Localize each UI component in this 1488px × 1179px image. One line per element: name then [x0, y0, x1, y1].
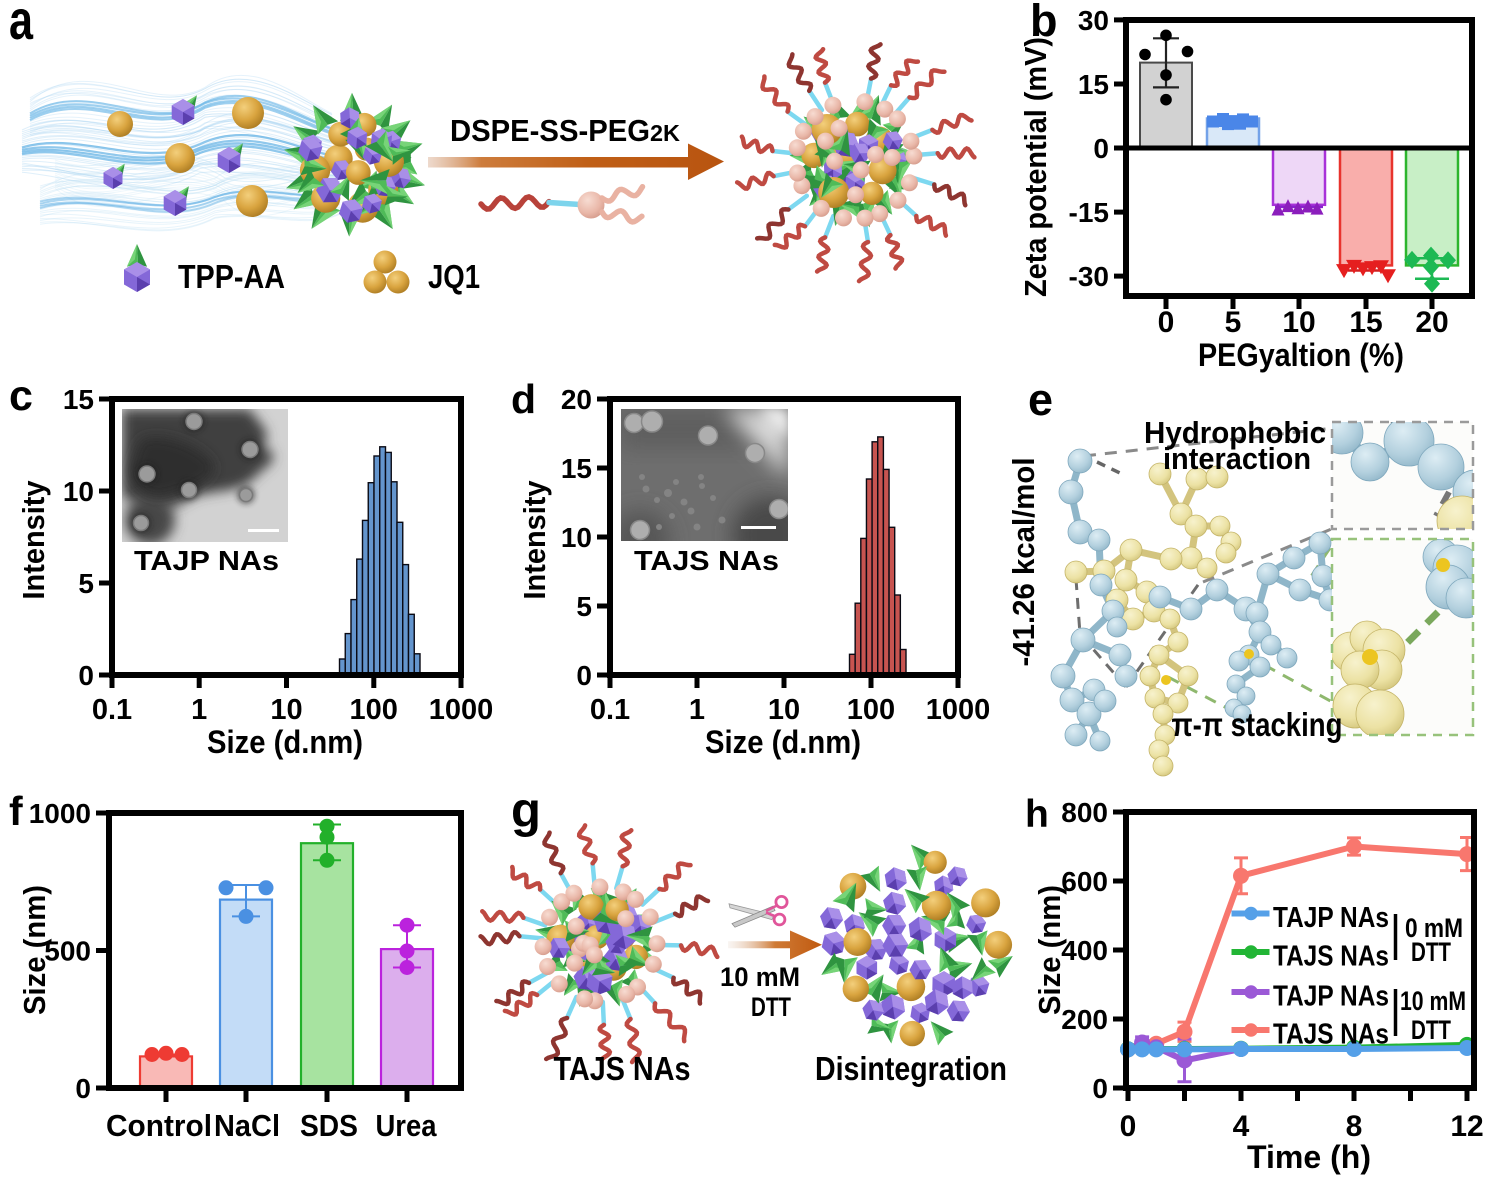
svg-text:10: 10 [768, 694, 800, 726]
svg-text:Zeta potential (mV): Zeta potential (mV) [1018, 37, 1053, 297]
svg-text:TAJS NAs: TAJS NAs [1273, 1019, 1389, 1051]
svg-text:interaction: interaction [1163, 441, 1311, 476]
svg-text:TAJS NAs: TAJS NAs [1273, 941, 1389, 973]
svg-text:b: b [1030, 0, 1058, 46]
svg-text:Intensity: Intensity [16, 480, 51, 600]
svg-text:10: 10 [1282, 306, 1315, 339]
svg-text:-15: -15 [1069, 197, 1109, 228]
svg-text:1: 1 [191, 694, 207, 726]
svg-text:5: 5 [78, 568, 94, 599]
svg-text:-41.26 kcal/mol: -41.26 kcal/mol [1006, 458, 1041, 667]
svg-text:TPP-AA: TPP-AA [178, 258, 285, 295]
svg-text:0: 0 [1093, 133, 1109, 164]
svg-text:JQ1: JQ1 [428, 258, 480, 295]
svg-text:0: 0 [75, 1073, 91, 1104]
svg-text:a: a [9, 0, 34, 51]
svg-text:Size (d.nm): Size (d.nm) [207, 724, 363, 760]
svg-text:0: 0 [1158, 306, 1175, 339]
svg-text:c: c [9, 372, 33, 420]
svg-text:0.1: 0.1 [92, 694, 132, 726]
svg-text:TAJS NAs: TAJS NAs [554, 1050, 691, 1087]
svg-text:20: 20 [561, 384, 592, 415]
svg-text:Size (nm): Size (nm) [1032, 885, 1067, 1015]
svg-text:Urea: Urea [376, 1108, 438, 1143]
svg-text:10 mM: 10 mM [1400, 986, 1466, 1016]
svg-text:15: 15 [561, 453, 592, 484]
svg-text:TAJP NAs: TAJP NAs [134, 545, 279, 576]
svg-text:1: 1 [689, 694, 705, 726]
svg-text:0: 0 [576, 660, 592, 691]
svg-text:1000: 1000 [926, 694, 991, 726]
svg-text:8: 8 [1346, 1110, 1363, 1143]
svg-text:DTT: DTT [1411, 937, 1451, 967]
svg-text:12: 12 [1450, 1110, 1483, 1143]
svg-text:Size (d.nm): Size (d.nm) [705, 724, 861, 760]
svg-text:5: 5 [576, 591, 592, 622]
svg-text:SDS: SDS [300, 1108, 358, 1143]
svg-text:10: 10 [270, 694, 302, 726]
svg-text:π-π stacking: π-π stacking [1172, 706, 1343, 743]
svg-text:100: 100 [350, 694, 398, 726]
svg-text:-30: -30 [1069, 261, 1109, 292]
svg-text:10: 10 [63, 476, 94, 507]
svg-text:TAJP NAs: TAJP NAs [1273, 902, 1389, 934]
svg-text:20: 20 [1415, 306, 1448, 339]
svg-text:1000: 1000 [29, 798, 91, 829]
svg-text:Hydrophobic: Hydrophobic [1144, 415, 1326, 450]
svg-text:0.1: 0.1 [590, 694, 630, 726]
svg-text:Time (h): Time (h) [1247, 1139, 1371, 1175]
svg-text:0: 0 [1120, 1110, 1137, 1143]
svg-text:TAJP NAs: TAJP NAs [1273, 981, 1389, 1013]
svg-text:Disintegration: Disintegration [815, 1050, 1007, 1087]
svg-text:0 mM: 0 mM [1405, 913, 1463, 943]
svg-text:DSPE-SS-PEG2K: DSPE-SS-PEG2K [450, 113, 680, 148]
svg-text:100: 100 [847, 694, 895, 726]
svg-text:1000: 1000 [429, 694, 494, 726]
svg-text:800: 800 [1061, 797, 1108, 828]
svg-text:15: 15 [63, 384, 94, 415]
svg-text:f: f [9, 788, 23, 834]
svg-text:600: 600 [1061, 866, 1108, 897]
svg-text:Control: Control [106, 1108, 212, 1143]
svg-text:TAJS NAs: TAJS NAs [634, 545, 779, 576]
svg-text:e: e [1028, 374, 1053, 425]
svg-text:Intensity: Intensity [517, 480, 552, 600]
svg-text:0: 0 [1092, 1073, 1108, 1104]
svg-text:d: d [511, 376, 536, 422]
svg-text:h: h [1025, 793, 1049, 836]
svg-text:500: 500 [44, 936, 91, 967]
svg-text:0: 0 [78, 660, 94, 691]
svg-text:Size (nm): Size (nm) [17, 885, 52, 1015]
svg-text:15: 15 [1349, 306, 1382, 339]
svg-text:10 mM: 10 mM [720, 962, 800, 992]
svg-text:15: 15 [1078, 69, 1109, 100]
svg-text:NaCl: NaCl [214, 1108, 280, 1143]
svg-text:DTT: DTT [1411, 1015, 1451, 1045]
svg-text:10: 10 [561, 522, 592, 553]
svg-text:g: g [511, 784, 541, 838]
svg-text:200: 200 [1061, 1004, 1108, 1035]
svg-text:PEGyaltion (%): PEGyaltion (%) [1198, 337, 1404, 373]
svg-text:5: 5 [1225, 306, 1242, 339]
svg-text:DTT: DTT [751, 992, 791, 1022]
svg-text:4: 4 [1233, 1110, 1250, 1143]
svg-text:400: 400 [1061, 935, 1108, 966]
svg-text:30: 30 [1078, 5, 1109, 36]
